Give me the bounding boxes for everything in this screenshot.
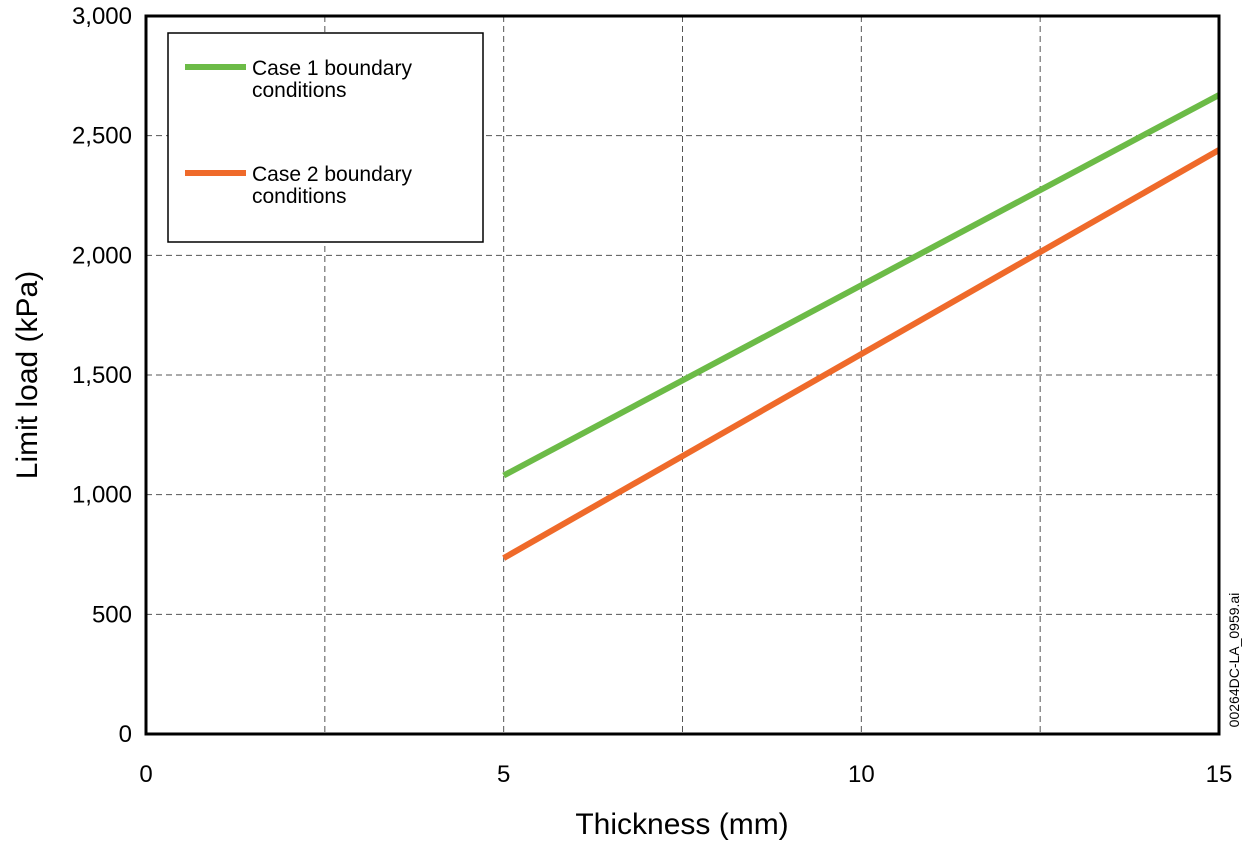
y-tick-label: 0 [119,721,132,748]
series-lines [502,92,1221,561]
x-axis-ticks: 0 5 10 15 [139,761,1232,788]
series-line-case-2 [502,147,1221,561]
y-tick-label: 2,500 [72,123,132,150]
x-tick-label: 5 [497,761,510,788]
legend-label-case-1: conditions [252,79,347,102]
x-tick-label: 10 [848,761,875,788]
y-tick-label: 1,500 [72,362,132,389]
y-tick-label: 3,000 [72,3,132,30]
file-id-annotation: 00264DC-LA_0959.ai [1226,593,1242,728]
legend-label-case-1: Case 1 boundary [252,57,412,80]
legend-label-case-2: Case 2 boundary [252,163,412,186]
y-axis-title: Limit load (kPa) [11,271,44,479]
series-line-case-1 [502,92,1221,479]
y-tick-label: 2,000 [72,242,132,269]
legend-label-case-2: conditions [252,185,347,208]
y-tick-label: 1,000 [72,482,132,509]
x-tick-label: 0 [139,761,152,788]
x-tick-label: 15 [1206,761,1233,788]
y-axis-ticks: 0 500 1,000 1,500 2,000 2,500 3,000 [72,3,132,748]
plot-frame [144,14,1221,736]
y-tick-label: 500 [92,601,132,628]
x-axis-title: Thickness (mm) [575,808,788,841]
